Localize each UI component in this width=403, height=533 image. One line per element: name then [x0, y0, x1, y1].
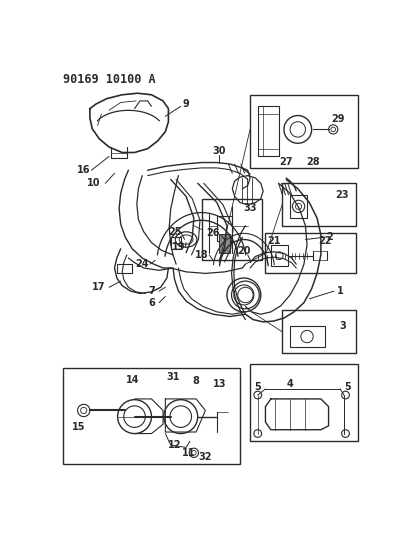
- Bar: [250, 364, 358, 441]
- Text: 9: 9: [183, 99, 189, 109]
- Bar: [63, 368, 240, 464]
- Text: 90169 10100 A: 90169 10100 A: [63, 73, 156, 86]
- Bar: [202, 199, 262, 260]
- Text: 21: 21: [267, 236, 280, 246]
- Text: 14: 14: [125, 375, 139, 385]
- Text: 29: 29: [331, 115, 345, 124]
- Text: 28: 28: [306, 157, 320, 167]
- Text: 10: 10: [87, 179, 100, 188]
- Bar: [266, 233, 356, 273]
- Text: 22: 22: [318, 236, 332, 246]
- Bar: [217, 216, 233, 241]
- Text: 12: 12: [168, 440, 181, 450]
- Bar: [283, 310, 355, 353]
- Text: 32: 32: [199, 451, 212, 462]
- Bar: [219, 234, 230, 253]
- Bar: [290, 326, 325, 348]
- Text: 23: 23: [336, 190, 349, 200]
- Text: 31: 31: [166, 373, 180, 382]
- Text: 5: 5: [345, 382, 351, 392]
- Bar: [250, 95, 358, 168]
- Text: 20: 20: [237, 246, 251, 256]
- Text: 16: 16: [77, 165, 90, 175]
- Text: 8: 8: [192, 376, 199, 386]
- Text: 27: 27: [280, 157, 293, 167]
- Text: 4: 4: [287, 378, 293, 389]
- Bar: [271, 245, 288, 266]
- Text: 11: 11: [182, 448, 195, 458]
- Text: 1: 1: [337, 286, 343, 296]
- Text: 18: 18: [195, 250, 208, 260]
- Text: 2: 2: [327, 232, 334, 242]
- Text: 25: 25: [168, 227, 181, 237]
- Text: 15: 15: [73, 422, 86, 432]
- Text: 17: 17: [92, 282, 106, 292]
- Text: 19: 19: [172, 242, 185, 252]
- Text: 24: 24: [135, 259, 149, 269]
- Text: 30: 30: [212, 146, 226, 156]
- Bar: [117, 264, 132, 273]
- Text: 7: 7: [148, 286, 155, 296]
- Text: 13: 13: [212, 378, 226, 389]
- Bar: [290, 195, 307, 218]
- Text: 26: 26: [206, 228, 220, 238]
- Text: 5: 5: [254, 382, 261, 392]
- Bar: [283, 183, 355, 225]
- Text: 33: 33: [243, 203, 257, 213]
- Text: 6: 6: [148, 297, 155, 308]
- Text: 3: 3: [339, 321, 346, 331]
